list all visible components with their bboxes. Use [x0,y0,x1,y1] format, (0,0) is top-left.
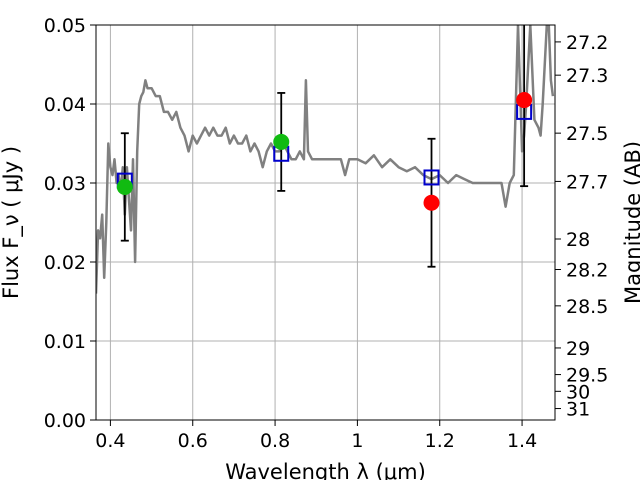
right-tick-label: 28 [566,229,590,251]
x-axis-label: Wavelength λ (μm) [225,460,426,480]
points-layer [117,25,532,267]
right-tick-label: 27.5 [566,123,608,145]
right-tick-label: 27.7 [566,171,608,193]
x-tick-label: 1.2 [425,430,455,452]
x-tick-label: 0.4 [95,430,125,452]
y-axis-label: Flux F_ν ( μJy ) [0,146,24,299]
right-tick-label: 31 [566,399,590,421]
y-tick-label: 0.05 [44,15,86,37]
x-tick-label: 0.8 [260,430,290,452]
right-axis-label: Magnitude (AB) [621,141,640,304]
observed-point [273,134,289,150]
observed-point [516,92,532,108]
grid-lines [96,25,555,420]
x-tick-label: 1.4 [507,430,537,452]
x-tick-label: 0.6 [178,430,208,452]
y-tick-label: 0.01 [44,331,86,353]
y-tick-label: 0.00 [44,410,86,432]
spectrum-layer [96,25,553,294]
observed-point [424,195,440,211]
right-tick-label: 28.2 [566,260,608,282]
observed-point [117,179,133,195]
y-tick-label: 0.03 [44,173,86,195]
right-tick-label: 28.5 [566,296,608,318]
plot-frame [96,25,555,420]
right-tick-label: 27.3 [566,65,608,87]
spectrum-line [96,25,553,294]
x-tick-label: 1 [351,430,363,452]
right-tick-label: 29 [566,338,590,360]
right-tick-label: 27.2 [566,32,608,54]
y-tick-label: 0.04 [44,94,86,116]
y-tick-label: 0.02 [44,252,86,274]
